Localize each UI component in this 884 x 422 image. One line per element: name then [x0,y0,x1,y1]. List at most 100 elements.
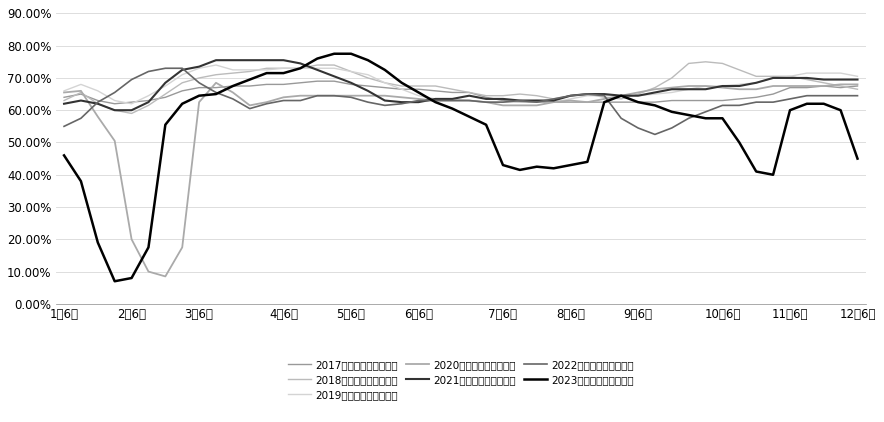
2022年国内全钒胎开工率 [819,93,829,98]
2022年国内全钒胎开工率 [582,92,592,97]
2018年国内全钒胎开工率 [717,61,728,66]
2020年国内全钒胎开工率 [700,84,711,89]
2020年国内全钒胎开工率 [413,96,423,101]
2017年国内全钒胎开工率 [362,84,373,89]
2017年国内全钒胎开工率 [447,90,458,95]
2021年国内全钒胎开工率 [464,93,475,98]
2023年国内全钒胎开工率 [431,100,441,105]
2020年国内全钒胎开工率 [683,84,694,89]
2023年国内全钒胎开工率 [650,103,660,108]
2023年国内全钒胎开工率 [700,116,711,121]
2021年国内全钒胎开工率 [143,100,154,105]
2021年国内全钒胎开工率 [396,100,407,105]
2018年国内全钒胎开工率 [362,76,373,81]
2019年国内全钒胎开工率 [312,66,323,71]
2023年国内全钒胎开工率 [599,100,610,105]
2018年国内全钒胎开工率 [819,80,829,85]
2017年国内全钒胎开工率 [431,88,441,93]
2019年国内全钒胎开工率 [346,69,356,74]
2022年国内全钒胎开工率 [751,100,761,105]
2018年国内全钒胎开工率 [751,74,761,79]
2017年国内全钒胎开工率 [498,98,508,103]
2023年国内全钒胎开工率 [93,240,103,245]
2023年国内全钒胎开工率 [177,101,187,106]
Line: 2017年国内全钒胎开工率: 2017年国内全钒胎开工率 [64,81,857,104]
2019年国内全钒胎开工率 [481,100,492,105]
2019年国内全钒胎开工率 [616,93,627,98]
2018年国内全钒胎开工率 [312,62,323,68]
2017年国内全钒胎开工率 [413,87,423,92]
2019年国内全钒胎开工率 [126,101,137,106]
2019年国内全钒胎开工率 [143,93,154,98]
2019年国内全钒胎开工率 [565,96,575,101]
2017年国内全钒胎开工率 [329,78,339,84]
2019年国内全钒胎开工率 [76,82,87,87]
2021年国内全钒胎开工率 [413,100,423,105]
2022年国内全钒胎开工率 [633,125,644,130]
2017年国内全钒胎开工率 [785,85,796,90]
Line: 2021年国内全钒胎开工率: 2021年国内全钒胎开工率 [64,60,857,110]
2019年国内全钒胎开工率 [599,93,610,98]
2023年国内全钒胎开工率 [683,113,694,118]
2021年国内全钒胎开工率 [616,93,627,98]
2018年国内全钒胎开工率 [93,101,103,106]
2023年国内全钒胎开工率 [734,140,744,145]
2017年国内全钒胎开工率 [58,95,69,100]
2023年国内全钒胎开工率 [379,68,390,73]
2020年国内全钒胎开工率 [194,100,204,105]
Line: 2020年国内全钒胎开工率: 2020年国内全钒胎开工率 [64,83,857,276]
2020年国内全钒胎开工率 [143,269,154,274]
2023年国内全钒胎开工率 [227,84,238,89]
2020年国内全钒胎开工率 [599,96,610,101]
2022年国内全钒胎开工率 [734,103,744,108]
2022年国内全钒胎开工率 [616,116,627,121]
2021年国内全钒胎开工率 [819,77,829,82]
2017年国内全钒胎开工率 [802,85,812,90]
2020年国内全钒胎开工率 [329,93,339,98]
2023年国内全钒胎开工率 [616,93,627,98]
2020年国内全钒胎开工率 [447,98,458,103]
2021年国内全钒胎开工率 [633,93,644,98]
2022年国内全钒胎开工率 [143,69,154,74]
2020年国内全钒胎开工率 [312,93,323,98]
2021年国内全钒胎开工率 [329,74,339,79]
2023年国内全钒胎开工率 [143,245,154,250]
2018年国内全钒胎开工率 [431,84,441,89]
2020年国内全钒胎开工率 [431,98,441,103]
2020年国内全钒胎开工率 [58,90,69,95]
2022年国内全钒胎开工率 [464,98,475,103]
2023年国内全钒胎开工率 [514,168,525,173]
2022年国内全钒胎开工率 [295,98,306,103]
2023年国内全钒胎开工率 [582,160,592,165]
2022年国内全钒胎开工率 [447,98,458,103]
2021年国内全钒胎开工率 [210,58,221,63]
2019年国内全钒胎开工率 [700,84,711,89]
2019年国内全钒胎开工率 [329,66,339,71]
2017年国内全钒胎开工率 [143,98,154,103]
2020年国内全钒胎开工率 [498,103,508,108]
2017年国内全钒胎开工率 [852,84,863,89]
2021年国内全钒胎开工率 [110,108,120,113]
2022年国内全钒胎开工率 [312,93,323,98]
2019年国内全钒胎开工率 [194,66,204,71]
2018年国内全钒胎开工率 [194,76,204,81]
2019年国内全钒胎开工率 [717,84,728,89]
2022年国内全钒胎开工率 [565,93,575,98]
2023年国内全钒胎开工率 [498,162,508,168]
2022年国内全钒胎开工率 [329,93,339,98]
2020年国内全钒胎开工率 [295,93,306,98]
2023年国内全钒胎开工率 [802,101,812,106]
2017年国内全钒胎开工率 [379,85,390,90]
2017年国内全钒胎开工率 [700,98,711,103]
2018年国内全钒胎开工率 [835,84,846,89]
2018年国内全钒胎开工率 [633,92,644,97]
2022年国内全钒胎开工率 [362,100,373,105]
2019年国内全钒胎开工率 [431,96,441,101]
2022年国内全钒胎开工率 [599,93,610,98]
2023年国内全钒胎开工率 [413,90,423,95]
2020年国内全钒胎开工率 [531,103,542,108]
2017年国内全钒胎开工率 [93,98,103,103]
2019年国内全钒胎开工率 [379,80,390,85]
2017年国内全钒胎开工率 [548,100,559,105]
2020年国内全钒胎开工率 [262,100,272,105]
